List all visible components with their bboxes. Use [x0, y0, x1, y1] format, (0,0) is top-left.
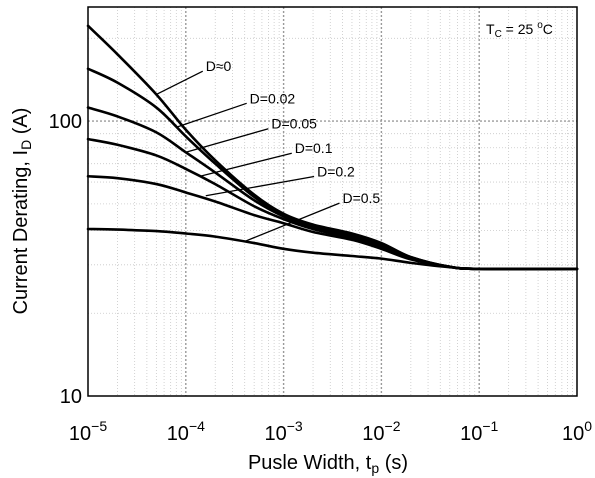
- condition-note-sub: C: [495, 29, 502, 40]
- x-tick-exponent: −2: [385, 418, 401, 434]
- x-axis-title-tail: (s): [379, 452, 408, 474]
- annotation-label-3: D=0.05: [271, 116, 317, 132]
- annotation-label-5: D=0.2: [317, 164, 355, 180]
- x-tick-base: 10: [167, 423, 189, 445]
- annotation-label-4: D=0.1: [295, 140, 333, 156]
- y-axis-title-tail: (A): [10, 108, 32, 140]
- y-tick-label: 100: [49, 111, 82, 133]
- y-tick-labels: 10 100: [49, 111, 82, 408]
- annotation-label-1: D≈0: [206, 58, 232, 74]
- annotation-leader-2: [176, 102, 247, 128]
- series-line-4: [86, 137, 579, 271]
- x-tick-base: 10: [264, 423, 286, 445]
- annotation-leader-1: [156, 70, 204, 96]
- grid: [88, 7, 577, 396]
- annotation-leader-6: [244, 202, 340, 243]
- series-line-3: [86, 106, 579, 271]
- x-tick-base: 10: [69, 423, 91, 445]
- series-layer: [86, 24, 579, 271]
- x-tick-label: 10−5: [69, 418, 107, 445]
- x-tick-label: 10−1: [460, 418, 498, 445]
- x-tick-base: 10: [460, 423, 482, 445]
- x-tick-exponent: −1: [482, 418, 498, 434]
- annotation-label-2: D=0.02: [250, 90, 296, 106]
- y-tick-label: 10: [60, 386, 82, 408]
- annotation-leader-3: [185, 128, 269, 153]
- y-axis-title-main: Current Derating, I: [10, 150, 32, 315]
- x-tick-label: 10−2: [362, 418, 400, 445]
- x-axis-title-sub: p: [371, 460, 379, 476]
- annotation-leader-4: [199, 152, 292, 177]
- x-tick-exponent: −3: [287, 418, 303, 434]
- y-axis-title-sub: D: [18, 140, 34, 150]
- x-tick-exponent: 0: [584, 418, 592, 434]
- annotation-label-6: D=0.5: [342, 190, 380, 206]
- x-axis-title: Pusle Width, tp (s): [248, 452, 408, 476]
- condition-note-sup: o: [537, 20, 543, 31]
- condition-note-suffix: C: [543, 21, 553, 37]
- x-tick-label: 10−3: [264, 418, 302, 445]
- y-axis-title: Current Derating, ID (A): [10, 108, 34, 315]
- x-tick-base: 10: [362, 423, 384, 445]
- x-tick-label: 10−4: [167, 418, 205, 445]
- x-tick-exponent: −5: [91, 418, 107, 434]
- x-tick-base: 10: [562, 423, 584, 445]
- annotation-layer: D≈0 D=0.02 D=0.05 D=0.1 D=0.2 D=0.5: [156, 58, 380, 243]
- series-line-6: [86, 227, 579, 271]
- condition-note: TC = 25 oC: [486, 20, 553, 40]
- annotation-leader-5: [205, 175, 315, 197]
- condition-note-prefix: T: [486, 21, 495, 37]
- x-tick-label: 100: [562, 418, 592, 445]
- condition-note-mid: = 25: [502, 21, 537, 37]
- plot-frame: [87, 6, 578, 397]
- x-tick-labels: 10−5 10−4 10−3 10−2 10−1 100: [69, 418, 592, 445]
- x-axis-title-main: Pusle Width, t: [248, 452, 372, 474]
- x-tick-exponent: −4: [189, 418, 205, 434]
